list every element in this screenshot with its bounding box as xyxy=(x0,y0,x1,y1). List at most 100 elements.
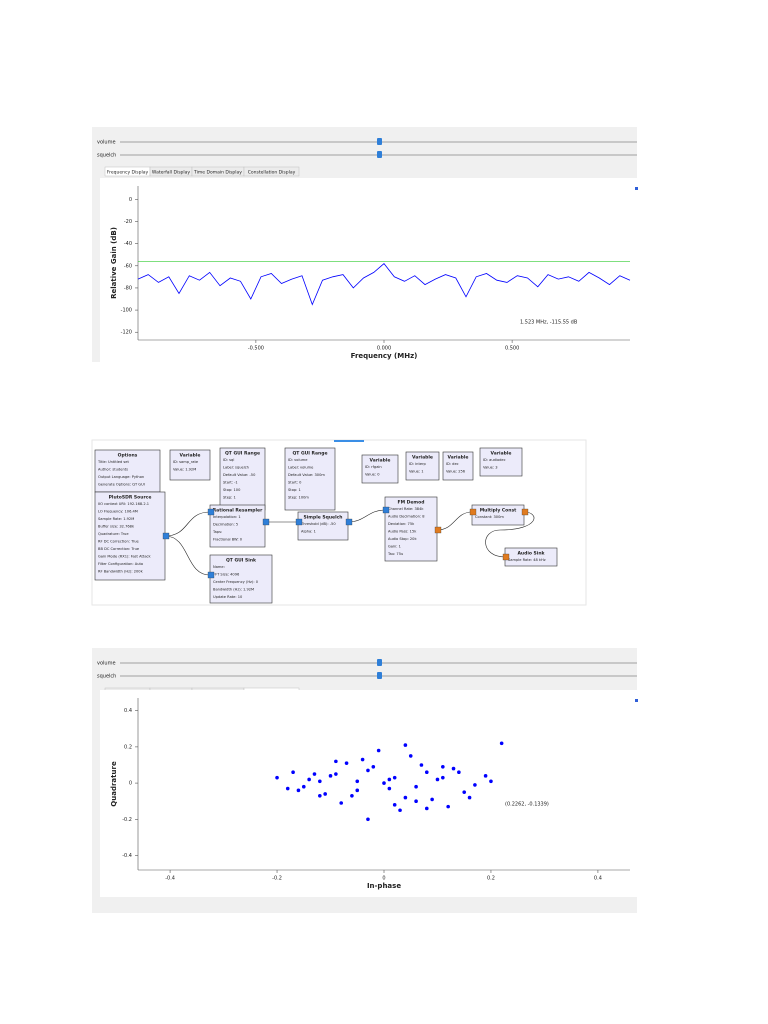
block[interactable] xyxy=(297,511,349,541)
block-param: Default Value: -50 xyxy=(223,473,256,477)
block-param: ID: volume xyxy=(288,458,308,462)
block-param: Constant: 300m xyxy=(475,515,504,519)
block-param: Step: 1 xyxy=(223,496,236,500)
block-param: RF Bandwidth (Hz): 200k xyxy=(98,570,144,574)
port xyxy=(469,508,477,516)
tab-label: Frequency Display xyxy=(107,170,149,176)
constellation-point xyxy=(387,777,392,782)
block[interactable] xyxy=(405,451,440,481)
x-axis-label: Frequency (MHz) xyxy=(351,352,418,360)
constellation-point xyxy=(435,777,440,782)
y-tick-label: -120 xyxy=(121,330,132,336)
slider-handle[interactable] xyxy=(377,659,382,666)
constellation-point xyxy=(382,781,386,785)
block[interactable] xyxy=(169,449,211,481)
constellation-point xyxy=(318,793,322,798)
constellation-point xyxy=(473,783,477,787)
constellation-point xyxy=(301,784,306,789)
block-param: Interpolation: 1 xyxy=(213,515,241,519)
block-param: Bandwidth (Hz): 1.92M xyxy=(213,588,254,592)
block-param: Filter Configuration: Auto xyxy=(98,562,143,566)
constellation-point xyxy=(344,761,349,765)
block[interactable] xyxy=(479,447,523,477)
connection xyxy=(164,535,211,576)
constellation-point xyxy=(408,754,413,758)
slider-handle[interactable] xyxy=(377,151,382,158)
block-param: Audio Decimation: 8 xyxy=(388,515,425,519)
constellation-point xyxy=(414,784,418,789)
block-param: Label: squelch xyxy=(223,466,249,470)
block-title: Options xyxy=(118,453,138,459)
port xyxy=(521,508,529,516)
block-param: FFT Size: 4096 xyxy=(213,573,240,577)
constellation-point xyxy=(441,765,445,769)
constellation-point xyxy=(430,797,434,802)
constellation-point xyxy=(366,768,370,773)
block-title: Simple Squelch xyxy=(304,515,343,521)
y-tick-label: -100 xyxy=(121,308,132,314)
tab[interactable] xyxy=(243,166,300,177)
x-tick-label: -0.4 xyxy=(165,876,175,882)
slider-label: volume xyxy=(97,140,116,146)
block[interactable] xyxy=(384,496,438,562)
y-tick-label: -0.2 xyxy=(122,817,132,823)
block-param: Gain Mode (RX1): Fast Attack xyxy=(98,555,151,559)
constellation-point xyxy=(403,743,408,747)
block-param: Quadrature: True xyxy=(98,532,129,536)
block-param: Value: 1 xyxy=(409,470,424,474)
constellation-point xyxy=(291,770,295,775)
slider-handle[interactable] xyxy=(377,672,382,679)
block[interactable] xyxy=(94,449,161,493)
port xyxy=(207,571,215,579)
block[interactable] xyxy=(209,504,266,548)
constellation-point xyxy=(339,801,344,805)
constellation-point xyxy=(462,790,467,794)
block-param: Tau: 75u xyxy=(387,552,403,556)
x-tick-label: -0.2 xyxy=(272,876,282,882)
autoscale-marker xyxy=(635,187,638,190)
tab-indicator xyxy=(334,440,364,442)
block[interactable] xyxy=(209,554,273,604)
block[interactable] xyxy=(94,491,166,581)
block-param: Name: xyxy=(213,565,225,569)
constellation-point xyxy=(457,770,461,775)
block[interactable] xyxy=(442,451,474,481)
block-param: Center Frequency (Hz): 0 xyxy=(213,580,259,584)
block-title: Multiply Const xyxy=(480,508,517,514)
block-param: Sample Rate: 1.92M xyxy=(98,517,134,521)
connection xyxy=(164,511,211,537)
constellation-point xyxy=(387,786,392,791)
x-tick-label: 0.2 xyxy=(487,876,495,882)
block-title: Variable xyxy=(180,453,201,459)
y-tick-label: 0.2 xyxy=(124,744,132,750)
block[interactable] xyxy=(284,447,336,511)
x-axis-label: In-phase xyxy=(367,882,401,890)
plot-background xyxy=(100,178,637,367)
block-param: Stop: 1 xyxy=(288,488,301,492)
block-title: Variable xyxy=(491,451,512,457)
slider-handle[interactable] xyxy=(377,138,382,145)
block-param: Update Rate: 10 xyxy=(213,595,243,599)
y-tick-label: 0.4 xyxy=(124,708,132,714)
tab-label: Time Domain Display xyxy=(193,170,242,176)
y-tick-label: -60 xyxy=(124,263,132,269)
port xyxy=(207,508,215,516)
block-param: Output Language: Python xyxy=(98,475,144,479)
constellation-point xyxy=(275,775,279,780)
block[interactable] xyxy=(361,454,399,484)
block-param: Deviation: 75k xyxy=(388,522,415,526)
port xyxy=(434,526,442,534)
block-param: ID: interp xyxy=(409,462,427,466)
constellation-point xyxy=(441,775,445,780)
constellation-point xyxy=(296,788,301,793)
block[interactable] xyxy=(219,447,266,511)
port xyxy=(345,518,353,526)
block-title: QT GUI Range xyxy=(225,451,260,457)
x-tick-label: 0 xyxy=(382,876,385,882)
block-param: Audio Stop: 20k xyxy=(388,537,417,541)
y-axis-label: Relative Gain (dB) xyxy=(110,227,118,299)
slider-label: volume xyxy=(97,661,116,667)
block-param: Gain: 1 xyxy=(388,545,401,549)
constellation-point xyxy=(366,817,370,822)
